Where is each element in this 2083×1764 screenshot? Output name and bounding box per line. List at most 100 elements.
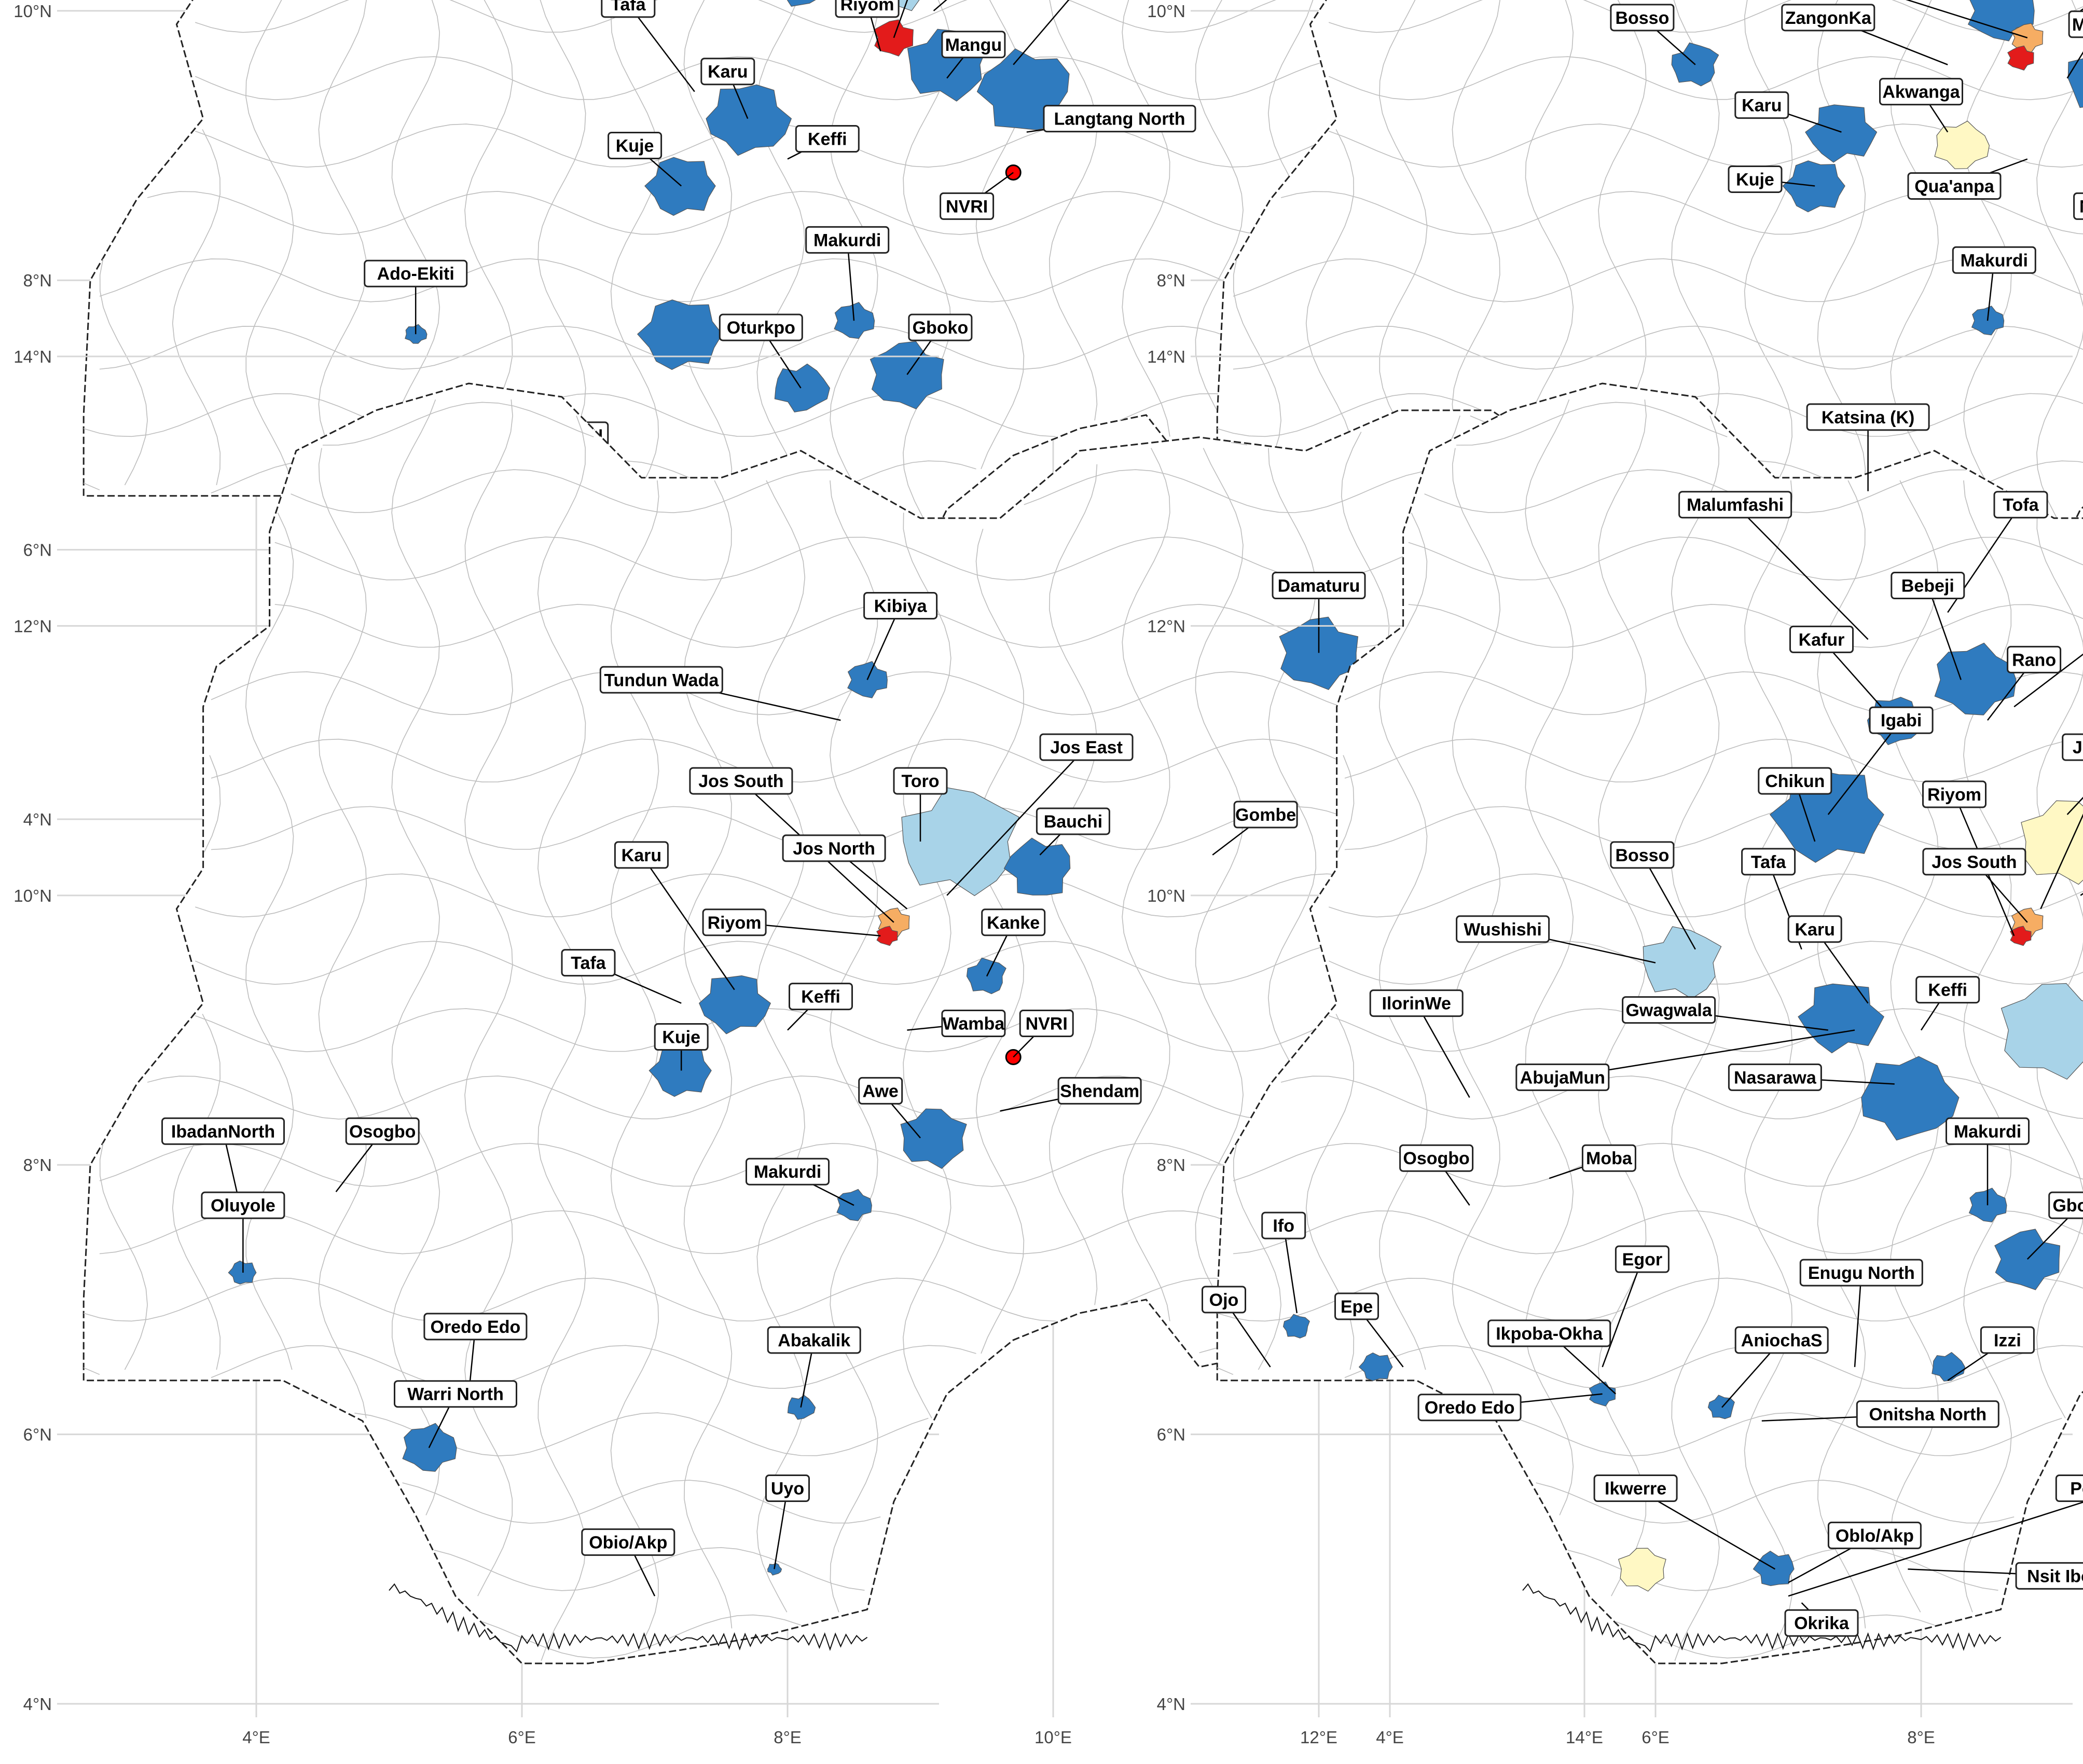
shaded-lga — [706, 84, 792, 156]
label-leader-line — [1734, 504, 1869, 640]
lga-label: Abakalik — [778, 1331, 850, 1350]
shaded-lga — [1861, 1056, 1960, 1141]
lga-label: Jos South — [1932, 852, 2017, 872]
lga-label: Ado-Ekiti — [377, 264, 454, 284]
lga-label-box — [2048, 1191, 2083, 1219]
lga-label: Gboko — [2052, 1196, 2083, 1216]
shaded-lga — [870, 341, 944, 410]
lga-label-box — [1610, 4, 1675, 32]
lga-label-box — [981, 908, 1046, 936]
lga-label-box — [795, 125, 860, 153]
lga-label: Gwagwala — [1625, 1001, 1712, 1021]
lga-boundary — [1344, 738, 2083, 783]
lga-label-box — [1891, 572, 1965, 600]
lat-tick-label: 10°N — [13, 2, 52, 21]
lga-boundary — [1233, 1143, 1281, 1370]
lga-label: Nasarawa — [1734, 1068, 1817, 1087]
lon-tick-label: 6°E — [1641, 1728, 1670, 1747]
label-leader-line — [641, 855, 735, 990]
lga-boundary — [1615, 1614, 1935, 1659]
lga-label: Kuje — [1736, 170, 1774, 189]
label-leader-line — [2013, 653, 2083, 708]
lga-boundary — [99, 1210, 1311, 1255]
lga-label: Jos North — [2073, 738, 2083, 757]
lga-label: Katsina (K) — [1822, 408, 1914, 428]
lga-label-box — [614, 841, 669, 869]
lga-label-box — [1615, 1245, 1670, 1273]
lga-boundary — [1195, 0, 1244, 470]
label-leader-line — [1013, 0, 1070, 65]
lga-boundary — [1305, 129, 1355, 486]
shaded-lga — [644, 157, 716, 216]
label-leader-line — [2066, 51, 2083, 79]
label-leader-line — [1602, 1259, 1643, 1368]
lga-label-box — [1334, 1292, 1379, 1320]
lga-label-box — [1581, 1144, 1636, 1172]
lga-label-box — [1922, 848, 2026, 876]
coastline-creeks — [1522, 1583, 2002, 1653]
lga-label-box — [835, 0, 900, 18]
lga-label-box — [1946, 1117, 2030, 1145]
lga-label-box — [1879, 78, 1963, 106]
lga-label-box — [2062, 733, 2083, 761]
lga-label-box — [1856, 1400, 1999, 1428]
lga-label: AniochaS — [1741, 1331, 1823, 1350]
lga-label: Kuje — [662, 1028, 700, 1048]
lga-label-box — [2015, 1562, 2083, 1590]
lat-tick-label: 12°N — [1147, 616, 1185, 636]
lga-label: IbadanNorth — [171, 1122, 275, 1141]
lga-label: Tafa — [1751, 852, 1786, 872]
shaded-lga — [787, 1395, 816, 1420]
label-leader-line — [1562, 1029, 1855, 1078]
map-panel-2021: 20214°E6°E8°E10°E12°E14°E14°N12°N10°N8°N… — [1147, 347, 2083, 1747]
shaded-lga — [1358, 1352, 1393, 1381]
lga-label-box — [767, 1326, 861, 1354]
label-leader-line — [1416, 1002, 1470, 1098]
lga-label-box — [1515, 1063, 1610, 1091]
lga-label: Oluyole — [211, 1196, 275, 1216]
lat-tick-label: 8°N — [1157, 271, 1185, 290]
lga-label-box — [789, 983, 853, 1011]
shaded-lga — [2001, 983, 2083, 1080]
lga-label: NVRI — [946, 197, 988, 216]
lga-label: Chikun — [1765, 771, 1825, 791]
lga-boundary — [1233, 258, 2083, 302]
lga-label-box — [1728, 165, 1783, 193]
lga-label-box — [941, 31, 1006, 59]
lga-boundary — [481, 1614, 801, 1659]
lat-tick-label: 14°N — [1147, 347, 1185, 366]
lon-tick-label: 8°E — [1907, 1728, 1935, 1747]
lga-label: Ifo — [1273, 1216, 1294, 1236]
lga-boundary — [1328, 941, 2083, 985]
lga-boundary — [99, 1142, 1359, 1187]
lga-label: Karu — [708, 62, 748, 82]
lat-tick-label: 10°N — [13, 886, 52, 905]
lga-label-box — [765, 1474, 810, 1503]
lga-boundary — [537, 416, 586, 1661]
shaded-lga — [836, 1189, 872, 1221]
lga-boundary — [211, 1345, 976, 1389]
lga-label: Kafur — [1799, 630, 1845, 650]
lga-label: Tafa — [571, 954, 606, 973]
shaded-lga — [1282, 1314, 1310, 1339]
label-leader-line — [946, 747, 1087, 896]
lat-tick-label: 8°N — [23, 271, 52, 290]
lga-label-box — [940, 192, 995, 220]
lga-label-box — [1980, 1326, 2035, 1354]
lga-label: Shendam — [1060, 1081, 1139, 1101]
shaded-lga — [2010, 926, 2032, 946]
lat-tick-label: 8°N — [1157, 1155, 1185, 1175]
lga-label: Gboko — [913, 318, 969, 338]
lga-label-box — [746, 1157, 830, 1186]
lat-tick-label: 6°N — [23, 1425, 52, 1444]
lga-label-box — [1610, 841, 1675, 869]
lat-tick-label: 10°N — [1147, 2, 1185, 21]
lga-label: ZangonKa — [1785, 8, 1872, 28]
shaded-lga — [2007, 45, 2034, 71]
label-leader-line — [1827, 720, 1902, 815]
lga-boundary — [1233, 1210, 2083, 1255]
lga-label-box — [1728, 1063, 1822, 1091]
lga-boundary — [99, 258, 148, 486]
shaded-lga — [1934, 120, 1990, 169]
lga-label: Obio/Akp — [589, 1533, 667, 1552]
